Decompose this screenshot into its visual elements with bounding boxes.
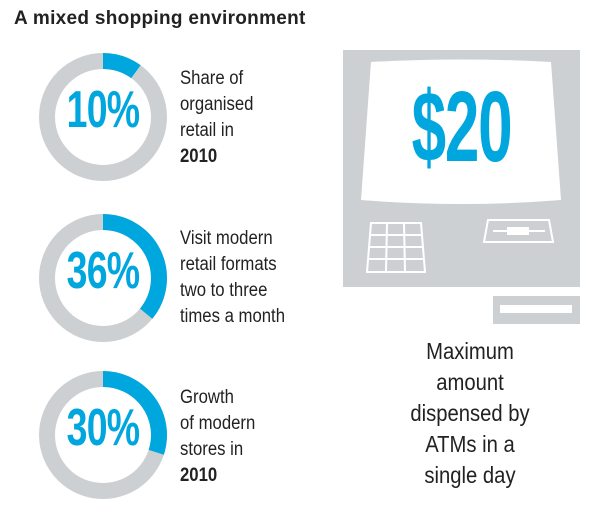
donut-value-arc bbox=[102, 371, 167, 455]
description-line: times a month bbox=[180, 306, 286, 327]
description-line: retail in bbox=[180, 120, 234, 141]
donut-chart bbox=[39, 371, 167, 499]
chart-title: A mixed shopping environment bbox=[14, 8, 306, 29]
donut-description: Visit modern retail formats two to three ti… bbox=[180, 226, 285, 330]
donut-description: Growth of modern stores in 2010 bbox=[180, 385, 255, 489]
atm-card-slot bbox=[482, 219, 555, 243]
atm-amount: $20 bbox=[411, 71, 513, 183]
description-line: retail formats bbox=[180, 254, 277, 275]
donut-description: Share of organised retail in 2010 bbox=[180, 66, 253, 170]
description-line: Visit modern bbox=[180, 228, 273, 249]
donut-value-arc bbox=[102, 214, 167, 319]
donut-label: 10% bbox=[66, 81, 140, 139]
donut-label: 36% bbox=[66, 242, 140, 300]
atm-illustration bbox=[343, 50, 580, 287]
donut-chart bbox=[39, 53, 167, 181]
donut-value-arc bbox=[102, 53, 141, 79]
caption-line: Maximum bbox=[426, 338, 514, 364]
description-line: two to three bbox=[180, 280, 268, 301]
atm-keypad bbox=[365, 222, 427, 273]
caption-line: single day bbox=[424, 462, 516, 488]
description-line: of modern bbox=[180, 413, 256, 434]
description-line: Growth bbox=[180, 387, 234, 408]
description-year: 2010 bbox=[180, 146, 218, 167]
atm-caption: Maximum amount dispensed by ATMs in a si… bbox=[391, 336, 549, 491]
description-line: Share of bbox=[180, 68, 244, 89]
atm-cash-slot bbox=[493, 296, 580, 324]
atm-screen bbox=[361, 59, 561, 204]
caption-line: dispensed by bbox=[410, 400, 530, 426]
description-year: 2010 bbox=[180, 465, 218, 486]
description-line: organised bbox=[180, 94, 254, 115]
caption-line: ATMs in a bbox=[425, 431, 515, 457]
caption-line: amount bbox=[436, 369, 504, 395]
donut-chart bbox=[39, 214, 167, 342]
description-line: stores in bbox=[180, 439, 244, 460]
donut-label: 30% bbox=[66, 399, 140, 457]
